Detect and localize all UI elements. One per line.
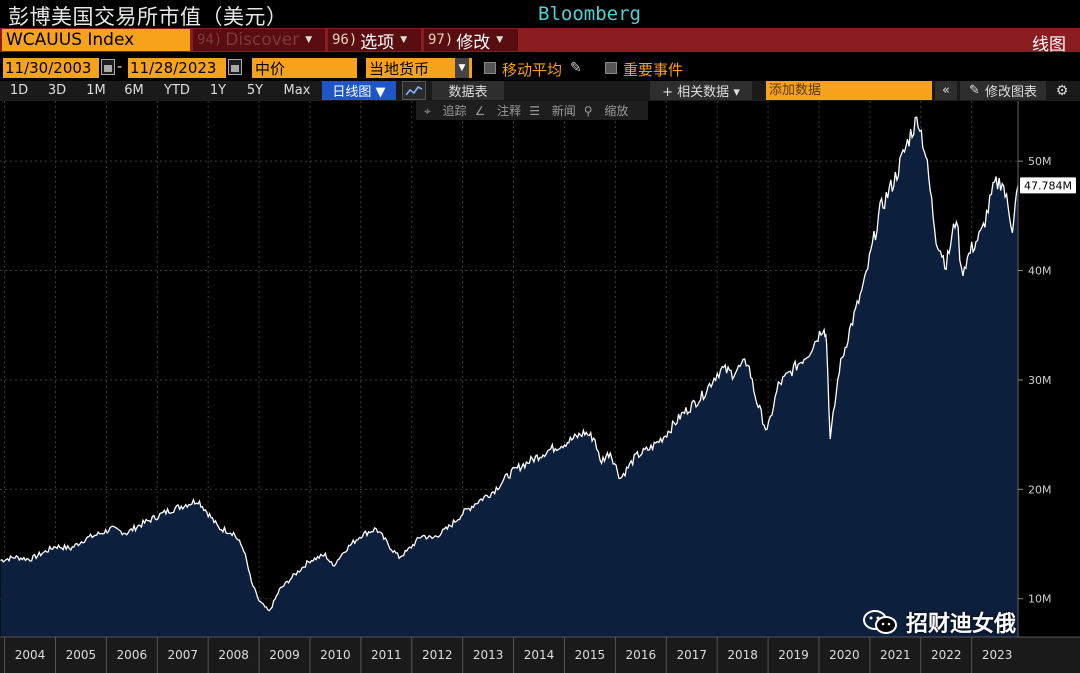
track-tool[interactable]: ⌖ 追踪 bbox=[424, 104, 467, 118]
x-tick-label: 2008 bbox=[218, 648, 249, 662]
x-tick-label: 2012 bbox=[422, 648, 453, 662]
frequency-select[interactable]: 日线图 ▼ bbox=[322, 81, 396, 100]
y-tick-label: 30M bbox=[1028, 374, 1052, 387]
range-6m-button[interactable]: 6M bbox=[124, 83, 144, 98]
y-tick-label: 40M bbox=[1028, 265, 1052, 278]
edit-chart-label: 修改图表 bbox=[984, 85, 1037, 100]
moving-average-label: 移动平均 bbox=[502, 61, 563, 79]
start-date-input[interactable] bbox=[3, 58, 99, 78]
x-tick-label: 2014 bbox=[524, 648, 555, 662]
discover-number: 94) bbox=[197, 32, 223, 48]
annotate-label: 注释 bbox=[497, 104, 522, 118]
chevron-down-icon: ▼ bbox=[455, 58, 469, 78]
track-label: 追踪 bbox=[442, 104, 467, 118]
range-3d-button[interactable]: 3D bbox=[47, 83, 67, 98]
options-number: 96) bbox=[332, 32, 358, 48]
range-5y-button[interactable]: 5Y bbox=[246, 83, 264, 98]
related-data-button[interactable]: + 相关数据 ▾ bbox=[650, 81, 752, 100]
x-tick-label: 2007 bbox=[167, 648, 198, 662]
gear-icon[interactable]: ⚙ bbox=[1055, 82, 1069, 99]
edit-chart-button[interactable]: ✎ 修改图表 bbox=[960, 81, 1046, 100]
options-label: 选项 bbox=[360, 32, 395, 53]
x-axis-band bbox=[0, 637, 1080, 673]
data-table-button[interactable]: 数据表 bbox=[432, 81, 504, 100]
series-line bbox=[0, 116, 1019, 612]
currency-value: 当地货币 bbox=[369, 59, 430, 78]
x-tick-label: 2005 bbox=[66, 648, 97, 662]
x-tick-label: 2020 bbox=[829, 648, 860, 662]
chevron-down-icon: ▼ bbox=[496, 35, 504, 45]
x-tick-label: 2019 bbox=[778, 648, 809, 662]
discover-button[interactable]: 94) Discover ▼ bbox=[193, 29, 325, 51]
x-tick-label: 2016 bbox=[626, 648, 657, 662]
price-field-select[interactable]: 中价 bbox=[252, 58, 357, 78]
y-tick-label: 50M bbox=[1028, 155, 1052, 168]
pencil-icon: ✎ bbox=[969, 83, 980, 98]
range-max-button[interactable]: Max bbox=[283, 83, 311, 98]
pencil-icon[interactable]: ✎ bbox=[570, 60, 582, 76]
moving-average-checkbox[interactable] bbox=[484, 62, 496, 74]
key-events-label: 重要事件 bbox=[623, 61, 684, 79]
x-tick-label: 2004 bbox=[15, 648, 46, 662]
x-tick-label: 2022 bbox=[931, 648, 962, 662]
modify-button[interactable]: 97) 修改 ▼ bbox=[424, 29, 518, 53]
x-tick-label: 2018 bbox=[727, 648, 758, 662]
range-1m-button[interactable]: 1M bbox=[86, 83, 106, 98]
date-separator: - bbox=[117, 57, 123, 75]
ticker-input[interactable] bbox=[2, 29, 190, 51]
add-data-input[interactable] bbox=[766, 81, 932, 100]
title-bar bbox=[0, 0, 1080, 28]
news-label: 新闻 bbox=[551, 104, 576, 118]
annotation-toolbar: ⌖ 追踪 ∠ 注释 ☰ 新闻 ⚲ 缩放 bbox=[416, 101, 648, 120]
x-tick-label: 2015 bbox=[575, 648, 606, 662]
watermark-text: 招财迪女俄 bbox=[906, 612, 1017, 637]
collapse-button[interactable]: « bbox=[935, 81, 957, 100]
last-value-badge bbox=[1020, 177, 1076, 194]
wechat-icon bbox=[863, 610, 897, 634]
discover-label: Discover bbox=[225, 30, 300, 50]
last-value-label: 47.784M bbox=[1024, 179, 1072, 192]
key-events-checkbox[interactable] bbox=[605, 62, 617, 74]
line-chart-icon[interactable] bbox=[402, 81, 426, 100]
news-tool[interactable]: ☰ 新闻 bbox=[529, 104, 576, 118]
range-ytd-button[interactable]: YTD bbox=[164, 83, 190, 98]
y-tick-label: 20M bbox=[1028, 483, 1052, 496]
modify-label: 修改 bbox=[456, 32, 491, 53]
brand-name: Bloomberg bbox=[538, 3, 641, 25]
zoom-tool[interactable]: ⚲ 缩放 bbox=[583, 104, 629, 118]
x-tick-label: 2017 bbox=[676, 648, 707, 662]
calendar-icon[interactable] bbox=[228, 59, 242, 75]
x-tick-label: 2013 bbox=[473, 648, 504, 662]
x-tick-label: 2021 bbox=[880, 648, 911, 662]
watermark: 招财迪女俄 bbox=[862, 606, 1016, 638]
zoom-label: 缩放 bbox=[604, 104, 629, 118]
options-button[interactable]: 96) 选项 ▼ bbox=[328, 29, 421, 53]
x-tick-label: 2006 bbox=[117, 648, 148, 662]
y-tick-label: 10M bbox=[1028, 593, 1052, 606]
range-1d-button[interactable]: 1D bbox=[9, 83, 29, 98]
currency-select[interactable]: 当地货币 ▼ bbox=[366, 58, 472, 78]
x-tick-label: 2010 bbox=[320, 648, 351, 662]
annotate-tool[interactable]: ∠ 注释 bbox=[474, 104, 522, 118]
chevron-down-icon: ▼ bbox=[305, 35, 313, 45]
area-fill bbox=[0, 117, 1018, 637]
calendar-icon[interactable] bbox=[101, 59, 115, 75]
modify-number: 97) bbox=[428, 32, 454, 48]
x-tick-label: 2009 bbox=[269, 648, 300, 662]
chart-type-label: 线图 bbox=[1032, 35, 1066, 55]
x-tick-label: 2011 bbox=[371, 648, 402, 662]
chevron-down-icon: ▼ bbox=[400, 35, 408, 45]
end-date-input[interactable] bbox=[128, 58, 226, 78]
page-title: 彭博美国交易所市值（美元） bbox=[8, 5, 288, 29]
x-tick-label: 2023 bbox=[982, 648, 1013, 662]
market-cap-chart[interactable]: 2004 2005 2006 2007 2008 2009 2010 2011 2012 2013… bbox=[0, 101, 1080, 673]
range-1y-button[interactable]: 1Y bbox=[209, 83, 227, 98]
